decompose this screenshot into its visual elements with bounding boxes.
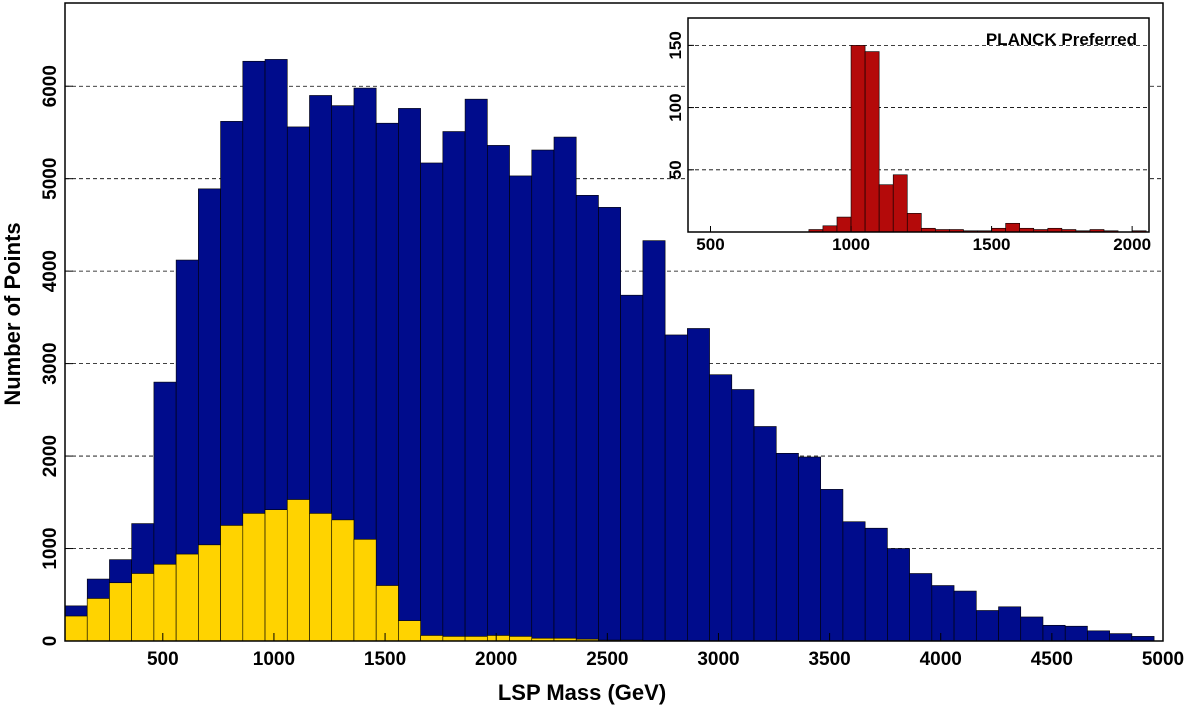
inset-plot-background (688, 18, 1149, 232)
main-bar (1087, 631, 1109, 641)
x-axis-label: LSP Mass (GeV) (498, 680, 666, 705)
main-bar (1110, 634, 1132, 641)
main-bar (287, 500, 309, 641)
main-bar (421, 163, 443, 641)
inset-x-tick-label: 500 (696, 235, 724, 254)
main-bar (465, 99, 487, 641)
main-bar (109, 583, 131, 641)
main-bar (221, 525, 243, 641)
main-bar (243, 513, 265, 641)
main-y-tick-label: 1000 (40, 527, 61, 569)
inset-bar (837, 217, 851, 232)
main-x-tick-label: 2500 (586, 649, 628, 670)
main-x-tick-label: 3500 (808, 649, 850, 670)
main-y-tick-label: 6000 (40, 65, 61, 107)
main-y-tick-label: 4000 (40, 250, 61, 292)
main-bar (932, 586, 954, 641)
main-bar (87, 598, 109, 641)
main-bar (598, 207, 620, 641)
main-bar (754, 426, 776, 641)
main-bar (154, 564, 176, 641)
main-x-tick-label: 4000 (920, 649, 962, 670)
main-bar (1043, 625, 1065, 641)
main-x-tick-label: 4500 (1031, 649, 1073, 670)
main-bar (176, 554, 198, 641)
main-y-tick-label: 3000 (40, 342, 61, 384)
main-bar (132, 574, 154, 641)
main-y-tick-label: 2000 (40, 435, 61, 477)
inset-x-tick-label: 1000 (832, 235, 870, 254)
main-x-tick-label: 5000 (1142, 649, 1184, 670)
inset-y-tick-label: 100 (666, 93, 685, 121)
main-bar (954, 591, 976, 641)
main-y-tick-label: 5000 (40, 158, 61, 200)
main-bar (554, 137, 576, 641)
main-x-tick-label: 3000 (697, 649, 739, 670)
main-bar (65, 616, 87, 641)
main-bar (732, 389, 754, 641)
inset-bar (893, 175, 907, 232)
main-bar (265, 510, 287, 641)
main-bar (865, 528, 887, 641)
main-x-tick-label: 2000 (475, 649, 517, 670)
inset-bar (1006, 223, 1020, 232)
main-bar (843, 522, 865, 641)
main-bar (376, 586, 398, 641)
main-bar (1021, 617, 1043, 641)
inset-y-tick-label: 150 (666, 31, 685, 59)
inset-bar (907, 213, 921, 232)
main-bar (687, 328, 709, 641)
main-bar (510, 176, 532, 641)
main-bar (443, 132, 465, 641)
main-bar (198, 545, 220, 641)
inset-bar (879, 185, 893, 232)
main-bar (576, 195, 598, 641)
main-bar (376, 123, 398, 641)
inset-y-tick-label: 50 (666, 160, 685, 179)
main-bar (665, 335, 687, 641)
main-bar (999, 607, 1021, 641)
inset-bar (865, 52, 879, 232)
main-x-tick-label: 1500 (364, 649, 406, 670)
main-x-tick-label: 500 (147, 649, 179, 670)
main-bar (332, 520, 354, 641)
main-x-tick-label: 1000 (253, 649, 295, 670)
main-bar (621, 295, 643, 641)
main-y-tick-labels: 0 1000 2000 3000 4000 5000 6000 (40, 65, 61, 646)
main-x-tick-labels: 500 1000 1500 2000 2500 3000 3500 4000 4500 5000 (147, 649, 1184, 670)
main-y-tick-label: 0 (40, 636, 61, 647)
inset-x-tick-label: 2000 (1113, 235, 1151, 254)
main-bar (532, 150, 554, 641)
main-bar (976, 610, 998, 641)
main-bar (776, 453, 798, 641)
main-bar (643, 241, 665, 641)
inset-bar (851, 45, 865, 232)
main-bar (421, 635, 443, 641)
main-bar (710, 375, 732, 641)
main-bar (398, 108, 420, 641)
main-bar (309, 513, 331, 641)
main-bar (821, 489, 843, 641)
main-bar (910, 574, 932, 641)
main-bar (398, 621, 420, 641)
y-axis-label: Number of Points (0, 222, 25, 405)
inset-bar (823, 226, 837, 232)
main-bar (887, 549, 909, 641)
main-bar (487, 635, 509, 641)
main-bar (487, 145, 509, 641)
inset-x-tick-label: 1500 (973, 235, 1011, 254)
main-bar (354, 539, 376, 641)
main-bar (1065, 626, 1087, 641)
main-bar (798, 457, 820, 641)
inset-title: PLANCK Preferred (986, 30, 1137, 49)
